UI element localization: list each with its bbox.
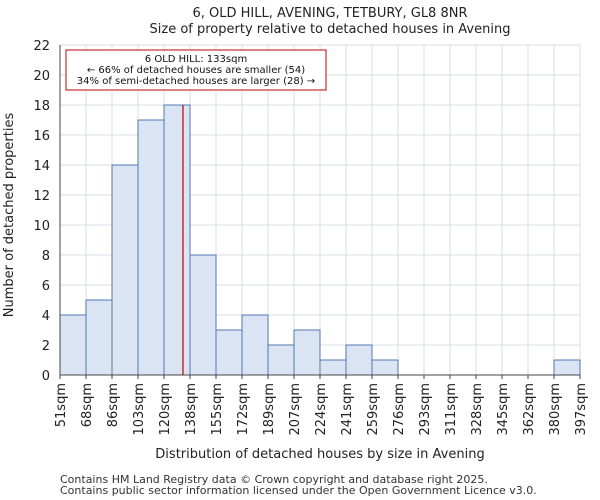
y-tick-label: 8 bbox=[42, 249, 50, 264]
x-tick-label: 103sqm bbox=[132, 383, 147, 436]
chart-subtitle: Size of property relative to detached ho… bbox=[150, 22, 511, 37]
histogram-bar bbox=[293, 329, 321, 376]
x-tick-label: 293sqm bbox=[418, 383, 433, 436]
y-tick-label: 18 bbox=[33, 99, 50, 114]
histogram-bar bbox=[85, 299, 113, 376]
histogram-bar bbox=[163, 104, 191, 376]
y-tick-label: 4 bbox=[42, 309, 50, 324]
histogram-bar bbox=[345, 344, 373, 376]
x-tick-labels: 51sqm 68sqm 86sqm 103sqm 120sqm 138sqm 155sqm 1… bbox=[54, 383, 589, 436]
x-tick-label: 380sqm bbox=[548, 383, 563, 436]
y-tick-label: 20 bbox=[33, 69, 50, 84]
x-tick-label: 155sqm bbox=[210, 383, 225, 436]
histogram-bar bbox=[371, 359, 399, 376]
x-tick-label: 138sqm bbox=[184, 383, 199, 436]
y-tick-labels: 0 2 4 6 8 10 12 14 16 18 20 22 bbox=[33, 39, 50, 384]
histogram-bar bbox=[319, 359, 347, 376]
annotation-smaller: ← 66% of detached houses are smaller (54… bbox=[87, 65, 305, 76]
x-tick-label: 397sqm bbox=[574, 383, 589, 436]
x-tick-label: 207sqm bbox=[288, 383, 303, 436]
histogram-bar bbox=[189, 254, 217, 376]
histogram-bar bbox=[59, 314, 87, 376]
annotation-box bbox=[65, 49, 327, 91]
footer-line-2: Contains public sector information licen… bbox=[60, 484, 537, 497]
x-tick-label: 68sqm bbox=[80, 383, 95, 427]
y-tick-label: 0 bbox=[42, 369, 50, 384]
y-tick-label: 16 bbox=[33, 129, 50, 144]
histogram-bar bbox=[111, 164, 139, 376]
x-tick-label: 276sqm bbox=[392, 383, 407, 436]
y-tick-label: 14 bbox=[33, 159, 50, 174]
x-axis-label: Distribution of detached houses by size … bbox=[155, 447, 484, 462]
x-tick-label: 241sqm bbox=[340, 383, 355, 436]
histogram-bar bbox=[137, 119, 165, 376]
chart-title: 6, OLD HILL, AVENING, TETBURY, GL8 8NR bbox=[193, 6, 468, 21]
x-tick-label: 120sqm bbox=[158, 383, 173, 436]
x-tick-label: 328sqm bbox=[470, 383, 485, 436]
y-axis-label: Number of detached properties bbox=[2, 113, 17, 318]
x-tick-label: 311sqm bbox=[444, 383, 459, 436]
histogram-bar bbox=[241, 314, 269, 376]
y-tick-label: 10 bbox=[33, 219, 50, 234]
x-tick-label: 362sqm bbox=[522, 383, 537, 436]
y-tick-label: 6 bbox=[42, 279, 50, 294]
x-tick-label: 189sqm bbox=[262, 383, 277, 436]
annotation-title: 6 OLD HILL: 133sqm bbox=[145, 54, 247, 65]
histogram-bar bbox=[215, 329, 243, 376]
x-tick-label: 172sqm bbox=[236, 383, 251, 436]
footer-line-1: Contains HM Land Registry data © Crown c… bbox=[60, 473, 488, 486]
x-tick-label: 224sqm bbox=[314, 383, 329, 436]
x-tick-label: 259sqm bbox=[366, 383, 381, 436]
y-tick-label: 12 bbox=[33, 189, 50, 204]
axes bbox=[59, 45, 581, 379]
histogram-bar bbox=[267, 344, 295, 376]
y-tick-label: 2 bbox=[42, 339, 50, 354]
y-tick-label: 22 bbox=[33, 39, 50, 54]
x-tick-label: 345sqm bbox=[496, 383, 511, 436]
bars bbox=[59, 104, 581, 376]
x-tick-label: 86sqm bbox=[106, 383, 121, 427]
histogram-bar bbox=[553, 359, 581, 376]
annotation-larger: 34% of semi-detached houses are larger (… bbox=[77, 76, 315, 87]
x-tick-label: 51sqm bbox=[54, 383, 69, 427]
